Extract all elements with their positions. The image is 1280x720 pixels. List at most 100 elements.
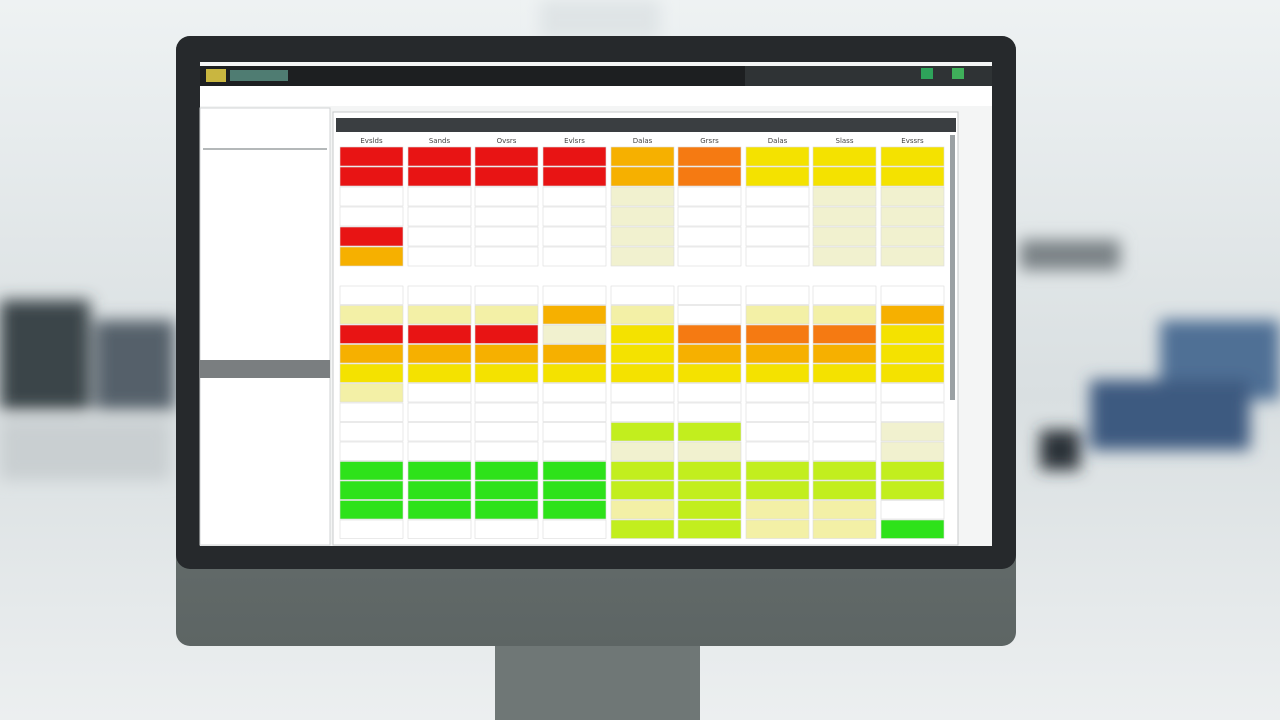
heatmap-cell — [542, 305, 607, 325]
column-header: Grsrs — [700, 137, 719, 145]
heatmap-cell — [745, 363, 810, 383]
heatmap-cell — [407, 344, 472, 364]
heatmap-cell — [542, 166, 607, 187]
heatmap-cell — [610, 422, 675, 442]
heatmap-cell — [339, 402, 404, 422]
heatmap-cell — [610, 441, 675, 461]
heatmap-cell — [812, 146, 877, 167]
app-icon[interactable] — [206, 69, 226, 82]
heatmap-cell — [542, 500, 607, 520]
heatmap-cell — [610, 480, 675, 500]
heatmap-cell — [542, 363, 607, 383]
heatmap-cell — [745, 500, 810, 520]
heatmap-cell — [339, 166, 404, 187]
heatmap-cell — [745, 146, 810, 167]
heatmap-cell — [745, 324, 810, 344]
heatmap-cell — [812, 166, 877, 187]
heatmap-cell — [812, 402, 877, 422]
heatmap-cell — [407, 441, 472, 461]
heatmap-cell — [745, 305, 810, 325]
heatmap-cell — [542, 226, 607, 247]
heatmap-cell — [880, 305, 945, 325]
heatmap-cell — [677, 305, 742, 325]
toolbar-button[interactable] — [921, 68, 933, 79]
heatmap-cell — [610, 285, 675, 305]
heatmap-cell — [677, 441, 742, 461]
heatmap-cell — [542, 186, 607, 207]
heatmap-cell — [474, 246, 539, 267]
heatmap-cell — [880, 383, 945, 403]
heatmap-cell — [407, 324, 472, 344]
heatmap-cell — [677, 500, 742, 520]
scrollbar[interactable] — [950, 135, 955, 400]
heatmap-cell — [880, 146, 945, 167]
heatmap-cell — [407, 500, 472, 520]
heatmap-cell — [542, 146, 607, 167]
heatmap-cell — [677, 226, 742, 247]
heatmap-cell — [745, 166, 810, 187]
heatmap-cell — [880, 246, 945, 267]
heatmap-cell — [812, 441, 877, 461]
heatmap-cell — [407, 519, 472, 539]
heatmap-cell — [407, 305, 472, 325]
heatmap-cell — [745, 285, 810, 305]
app-tab[interactable] — [230, 70, 288, 81]
heatmap-cell — [542, 285, 607, 305]
heatmap-cell — [880, 186, 945, 207]
heatmap-cell — [677, 246, 742, 267]
toolbar-button[interactable] — [952, 68, 964, 79]
heatmap-cell — [880, 402, 945, 422]
heatmap-cell — [677, 166, 742, 187]
heatmap-cell — [474, 186, 539, 207]
heatmap-cell — [339, 226, 404, 247]
heatmap-cell — [339, 519, 404, 539]
heatmap-cell — [339, 206, 404, 227]
heatmap-cell — [677, 480, 742, 500]
heatmap-cell — [745, 441, 810, 461]
heatmap-cell — [474, 305, 539, 325]
column-header: Dalas — [633, 137, 653, 145]
heatmap-cell — [610, 363, 675, 383]
heatmap-cell — [474, 422, 539, 442]
heatmap-cell — [407, 461, 472, 481]
side-panel — [199, 107, 331, 546]
heatmap-cell — [677, 383, 742, 403]
heatmap-cell — [677, 146, 742, 167]
heatmap-cell — [745, 226, 810, 247]
heatmap-cell — [407, 246, 472, 267]
heatmap-cell — [339, 305, 404, 325]
heatmap-cell — [677, 519, 742, 539]
heatmap-cell — [812, 344, 877, 364]
heatmap-cell — [812, 461, 877, 481]
heatmap-cell — [880, 226, 945, 247]
heatmap-cell — [812, 186, 877, 207]
heatmap-cell — [610, 383, 675, 403]
heatmap-cell — [339, 480, 404, 500]
heatmap-cell — [542, 383, 607, 403]
heatmap-cell — [610, 186, 675, 207]
heatmap-cell — [474, 461, 539, 481]
heatmap-cell — [407, 480, 472, 500]
heatmap-cell — [880, 480, 945, 500]
column-header: Slass — [836, 137, 854, 145]
heatmap-cell — [745, 422, 810, 442]
heatmap-cell — [880, 363, 945, 383]
heatmap-cell — [542, 519, 607, 539]
heatmap-cell — [339, 246, 404, 267]
heatmap-cell — [812, 206, 877, 227]
heatmap-cell — [812, 226, 877, 247]
heatmap-cell — [407, 166, 472, 187]
menu-bar — [200, 86, 992, 106]
heatmap-cell — [880, 285, 945, 305]
heatmap-cell — [812, 363, 877, 383]
heatmap-cell — [542, 246, 607, 267]
heatmap-cell — [677, 461, 742, 481]
heatmap-cell — [812, 422, 877, 442]
heatmap-cell — [542, 422, 607, 442]
heatmap-cell — [339, 461, 404, 481]
heatmap-cell — [812, 305, 877, 325]
heatmap-cell — [880, 344, 945, 364]
heatmap-cell — [339, 422, 404, 442]
heatmap-cell — [880, 166, 945, 187]
column-header: Sands — [429, 137, 451, 145]
